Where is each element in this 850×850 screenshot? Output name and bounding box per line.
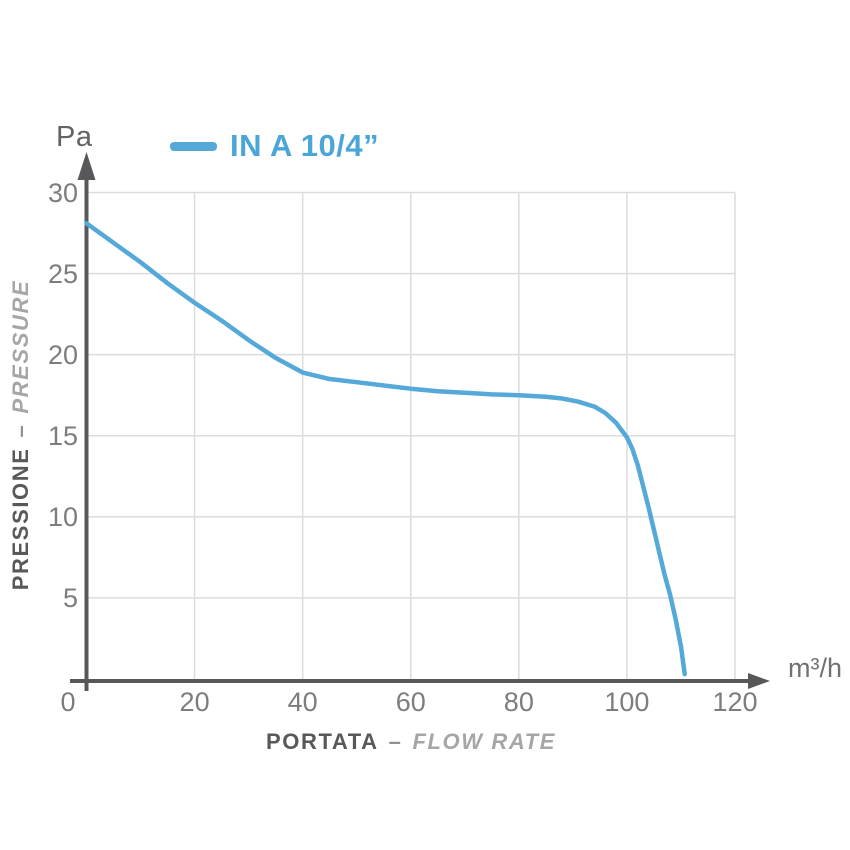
y-tick-label-15: 15 — [47, 420, 78, 451]
x-tick-label-40: 40 — [287, 687, 318, 717]
x-axis-title: PORTATA – FLOW RATE — [86, 729, 736, 755]
x-axis-unit-label: m³/h — [788, 653, 842, 683]
x-tick-label-20: 20 — [179, 687, 210, 717]
x-axis-arrow-icon — [748, 673, 770, 689]
legend: IN A 10/4” — [170, 128, 380, 163]
y-axis-arrow-icon — [77, 152, 96, 180]
y-tick-label-30: 30 — [47, 177, 78, 208]
y-tick-label-5: 5 — [62, 582, 78, 613]
y-tick-label-10: 10 — [47, 501, 78, 532]
x-tick-label-0: 0 — [60, 687, 76, 717]
x-tick-label-100: 100 — [604, 687, 650, 717]
y-axis-unit-label: Pa — [56, 121, 93, 153]
legend-label: IN A 10/4” — [230, 128, 380, 163]
y-tick-label-25: 25 — [47, 258, 78, 289]
x-tick-label-60: 60 — [395, 687, 426, 717]
pressure-flow-curve — [84, 221, 687, 677]
legend-line-swatch — [170, 141, 217, 151]
x-axis-title-secondary: FLOW RATE — [412, 729, 556, 754]
x-axis-title-primary: PORTATA — [265, 729, 379, 754]
x-tick-label-120: 120 — [712, 687, 758, 717]
y-tick-label-20: 20 — [47, 339, 78, 370]
x-tick-label-80: 80 — [503, 687, 534, 717]
x-axis-title-separator: – — [388, 729, 403, 754]
